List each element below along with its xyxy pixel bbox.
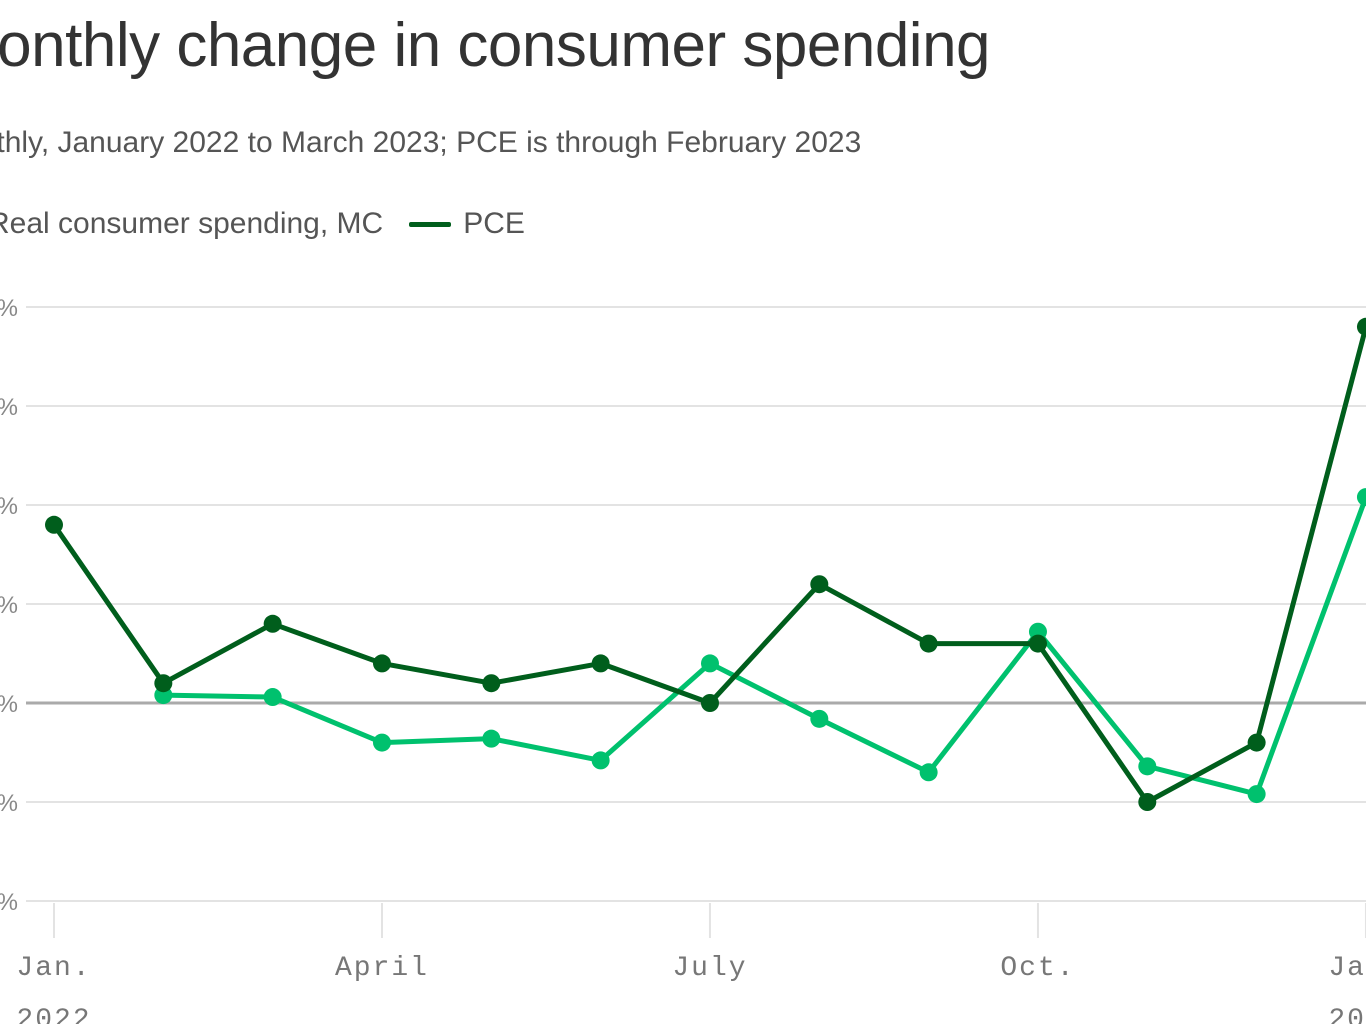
data-point-pce	[372, 654, 391, 673]
data-point-pce	[810, 575, 829, 594]
data-point-mc	[591, 751, 610, 770]
data-point-pce	[1138, 793, 1157, 811]
data-point-mc	[1356, 488, 1366, 507]
series-line-pce	[51, 326, 1366, 805]
y-tick-label: -1.0%	[0, 889, 18, 916]
data-point-pce	[700, 694, 719, 712]
y-tick-label: 1.5%	[0, 394, 18, 421]
data-point-mc	[263, 688, 282, 707]
legend: Real consumer spending, MC PCE	[0, 207, 551, 241]
x-tick-label: July	[672, 953, 747, 984]
data-point-mc	[700, 654, 719, 673]
x-tick-label: 2022	[16, 1005, 91, 1024]
data-point-mc	[482, 729, 501, 748]
data-point-mc	[1138, 757, 1157, 776]
y-tick-label: -0.5%	[0, 790, 18, 817]
data-point-pce	[263, 614, 282, 633]
data-point-mc	[372, 733, 391, 752]
legend-item-pce: PCE	[409, 207, 525, 241]
chart-title: Monthly change in consumer spending	[0, 11, 991, 80]
chart-subtitle: Monthly, January 2022 to March 2023; PCE…	[0, 126, 862, 159]
data-point-pce	[45, 515, 63, 534]
y-tick-label: 0%	[0, 691, 18, 718]
data-point-pce	[1356, 317, 1366, 336]
x-tick-label: April	[335, 953, 429, 984]
data-point-pce	[591, 654, 610, 673]
data-point-mc	[810, 709, 829, 728]
x-tick-label: Oct.	[1000, 953, 1075, 984]
legend-label-pce: PCE	[463, 207, 525, 240]
data-point-pce	[1028, 634, 1047, 653]
series-line-mc	[163, 496, 1366, 797]
legend-item-mc: Real consumer spending, MC	[0, 207, 383, 241]
y-tick-label: 0.5%	[0, 592, 18, 619]
data-point-pce	[1247, 733, 1266, 752]
data-point-mc	[1247, 785, 1266, 804]
x-tick-label: Jan.	[1328, 953, 1366, 984]
x-tick-label: Jan.	[16, 953, 91, 984]
y-tick-label: 2.0%	[0, 295, 18, 322]
data-point-pce	[154, 674, 173, 693]
data-point-pce	[919, 634, 938, 653]
legend-swatch-pce	[409, 221, 452, 227]
x-tick-label: 2023	[1328, 1005, 1366, 1024]
y-tick-label: 1.0%	[0, 493, 18, 520]
data-point-mc	[919, 763, 938, 782]
data-point-pce	[482, 674, 501, 693]
legend-label-mc: Real consumer spending, MC	[0, 207, 384, 240]
